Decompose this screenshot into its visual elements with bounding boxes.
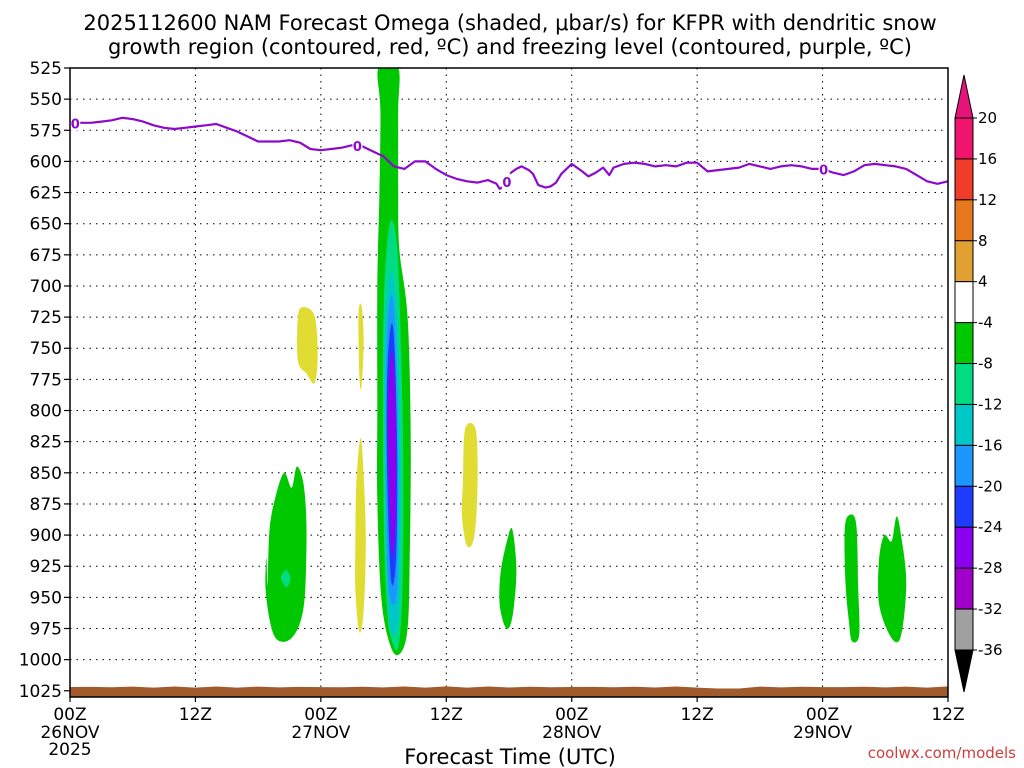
y-axis: 525 550 575 600 625 650 675 700 725 750 775 800 825 8… [19,59,70,702]
x-tick-date-0: 26NOV [40,723,99,743]
colorbar-label-11: -28 [978,559,1003,577]
colorbar-label-1: 16 [978,150,997,168]
colorbar-label-3: 8 [978,232,988,250]
y-tick-label-975: 975 [30,619,62,639]
omega-region-10 [281,569,291,588]
colorbar-label-13: -36 [978,641,1003,659]
omega-region-14 [387,350,397,558]
colorbar-bottom-arrow [954,649,974,693]
colorbar-top-arrow [954,74,974,119]
y-tick-label-725: 725 [30,308,62,328]
y-tick-label-675: 675 [30,246,62,266]
x-tick-label-24: 00Z [304,705,337,725]
x-tick-date-72: 29NOV [793,723,852,743]
x-tick-year-0: 2025 [48,740,91,760]
x-tick-date-24: 27NOV [291,723,350,743]
colorbar-segment-2 [954,199,974,242]
omega-region-0 [297,307,318,384]
x-tick-label-36: 12Z [430,705,463,725]
x-tick-label-0: 00Z [53,705,86,725]
y-tick-label-650: 650 [30,215,62,235]
colorbar-label-4: 4 [978,273,988,291]
colorbar-segment-8 [954,444,974,487]
freezing-label-bg-2 [501,173,512,189]
y-tick-label-1025: 1025 [19,682,62,702]
y-tick-label-925: 925 [30,557,62,577]
colorbar-segment-1 [954,158,974,201]
x-tick-label-12: 12Z [179,705,212,725]
colorbar-segment-0 [954,117,974,160]
colorbar-segment-7 [954,403,974,446]
plot-frame [69,67,949,698]
colorbar-segment-10 [954,526,974,569]
freezing-level-line [70,116,948,190]
y-tick-label-700: 700 [30,277,62,297]
chart-title-line2: growth region (contoured, red, ºC) and f… [108,35,912,59]
y-tick-label-775: 775 [30,370,62,390]
freezing-label-bg-1 [352,137,363,153]
chart-title: 2025112600 NAM Forecast Omega (shaded, μ… [83,11,936,35]
colorbar-segment-4 [954,281,974,324]
colorbar-label-7: -12 [978,395,1003,413]
credit-text: coolwx.com/models [868,744,1016,762]
freezing-label-bg-3 [818,161,829,177]
omega-shading [265,68,907,656]
freezing-level-label-1: 0 [353,140,362,155]
x-tick-label-60: 12Z [681,705,714,725]
x-axis-label: Forecast Time (UTC) [404,745,616,768]
y-tick-label-950: 950 [30,588,62,608]
freezing-level-label-0: 0 [71,117,80,132]
terrain-fill [70,686,948,697]
colorbar-segment-11 [954,567,974,610]
colorbar-segment-5 [954,322,974,365]
colorbar-segment-6 [954,363,974,405]
y-tick-label-1000: 1000 [19,651,62,671]
omega-region-1 [358,303,364,390]
colorbar-segment-3 [954,240,974,283]
freezing-level-label-2: 0 [502,176,511,191]
y-tick-label-575: 575 [30,121,62,141]
freezing-level-label-3: 0 [819,163,828,178]
y-tick-label-800: 800 [30,402,62,422]
colorbar: 20 16 12 8 4 -4 -8 -12 -16 -20 -24 -28 -32 -36 [954,74,1003,693]
terrain-surface [70,686,948,697]
y-tick-label-625: 625 [30,184,62,204]
y-tick-label-850: 850 [30,464,62,484]
colorbar-label-10: -24 [978,518,1003,536]
y-tick-label-750: 750 [30,339,62,359]
colorbar-segment-12 [954,608,974,651]
freezing-level: 0 0 0 0 [70,115,948,191]
x-tick-date-48: 28NOV [542,723,601,743]
omega-region-8 [878,516,907,643]
colorbar-label-9: -20 [978,477,1003,495]
omega-region-7 [844,514,860,643]
colorbar-label-5: -4 [978,314,993,332]
y-tick-label-900: 900 [30,526,62,546]
y-tick-label-875: 875 [30,495,62,515]
colorbar-segment-9 [954,485,974,528]
colorbar-label-0: 20 [978,109,997,127]
colorbar-label-2: 12 [978,191,997,209]
omega-region-2 [355,437,366,633]
freezing-label-bg-0 [70,115,81,131]
omega-region-6 [499,527,517,629]
omega-region-3 [461,422,478,548]
y-tick-label-525: 525 [30,59,62,79]
x-tick-label-84: 12Z [931,705,964,725]
y-tick-label-825: 825 [30,433,62,453]
colorbar-label-12: -32 [978,600,1003,618]
omega-region-5 [265,466,307,642]
x-tick-label-72: 00Z [806,705,839,725]
x-tick-label-48: 00Z [555,705,588,725]
colorbar-label-6: -8 [978,355,993,373]
colorbar-label-8: -16 [978,436,1003,454]
y-tick-label-550: 550 [30,90,62,110]
y-tick-label-600: 600 [30,152,62,172]
